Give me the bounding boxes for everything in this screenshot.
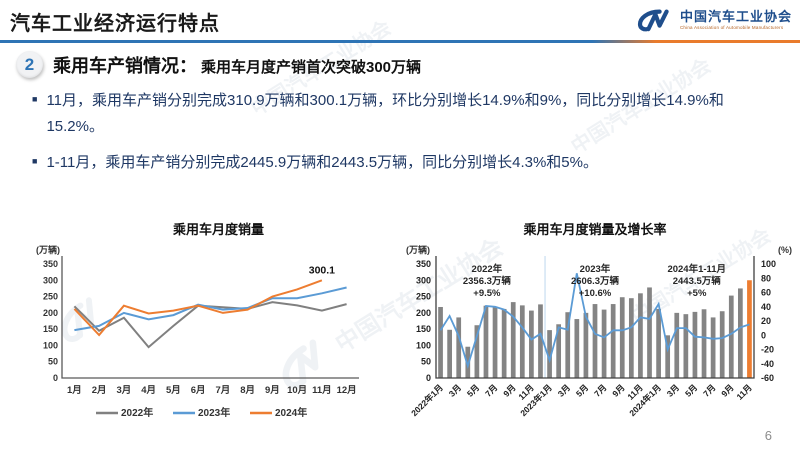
bullet-list: ■ 11月，乘用车产销分别完成310.9万辆和300.1万辆，环比分别增长14.… (32, 88, 770, 185)
bullet-text: 11月，乘用车产销分别完成310.9万辆和300.1万辆，环比分别增长14.9%… (46, 92, 724, 136)
svg-text:100: 100 (761, 259, 776, 269)
svg-text:50: 50 (421, 357, 431, 367)
svg-text:2022年: 2022年 (472, 263, 503, 275)
svg-text:5月: 5月 (683, 382, 699, 398)
caam-logo: 中国汽车工业协会 China Association of Automobile… (633, 6, 792, 34)
svg-text:2月: 2月 (92, 385, 107, 396)
logo-name-cn: 中国汽车工业协会 (679, 9, 792, 25)
sales-bars (438, 280, 752, 378)
svg-text:5月: 5月 (166, 385, 181, 396)
svg-text:9月: 9月 (501, 382, 517, 398)
bullet-item: ■ 11月，乘用车产销分别完成310.9万辆和300.1万辆，环比分别增长14.… (32, 88, 770, 141)
svg-text:60: 60 (761, 288, 771, 298)
svg-text:0: 0 (53, 373, 58, 383)
section-number-badge: 2 (16, 51, 43, 78)
page-title: 汽车工业经济运行特点 (10, 13, 220, 35)
bar-line-chart-svg: 乘用车月度销量及增长率(万辆) (%)050100150200250300350-… (406, 222, 792, 418)
growth-rate-line (439, 273, 750, 369)
svg-text:9月: 9月 (265, 385, 280, 396)
svg-text:8月: 8月 (240, 385, 255, 396)
svg-text:(%): (%) (778, 245, 792, 255)
bullet-text: 1-11月，乘用车产销分别完成2445.9万辆和2443.5万辆，同比分别增长4… (46, 153, 598, 171)
section-title: 乘用车产销情况： (53, 55, 197, 76)
svg-text:乘用车月度销量及增长率: 乘用车月度销量及增长率 (522, 222, 666, 237)
svg-text:(万辆): (万辆) (36, 244, 60, 255)
svg-text:350: 350 (43, 259, 58, 269)
svg-text:5月: 5月 (574, 382, 590, 398)
svg-text:7月: 7月 (701, 382, 717, 398)
svg-text:2443.5万辆: 2443.5万辆 (673, 275, 722, 287)
svg-text:150: 150 (43, 324, 58, 334)
svg-text:0: 0 (761, 330, 766, 340)
svg-text:1月: 1月 (67, 385, 82, 396)
svg-text:-60: -60 (761, 373, 774, 383)
svg-text:0: 0 (426, 373, 431, 383)
caam-logo-text: 中国汽车工业协会 China Association of Automobile… (679, 9, 792, 30)
svg-text:-40: -40 (761, 359, 774, 369)
series-2024年 (73, 279, 323, 337)
svg-text:乘用车月度销量: 乘用车月度销量 (172, 222, 264, 237)
svg-text:7月: 7月 (483, 382, 499, 398)
svg-text:2606.3万辆: 2606.3万辆 (571, 275, 620, 287)
section-subtitle: 乘用车月度产销首次突破300万辆 (201, 58, 422, 76)
bullet-item: ■ 1-11月，乘用车产销分别完成2445.9万辆和2443.5万辆，同比分别增… (32, 150, 770, 176)
svg-text:20: 20 (761, 316, 771, 326)
svg-text:2022年1月: 2022年1月 (409, 382, 445, 418)
svg-text:3月: 3月 (556, 382, 572, 398)
svg-text:-20: -20 (761, 345, 774, 355)
chart-sales-and-growth: 乘用车月度销量及增长率 (万辆) (%) 0 50 100 150 200 250 300 350-… (402, 220, 794, 432)
svg-text:2023年: 2023年 (580, 263, 611, 275)
series-2023年 (74, 286, 347, 332)
svg-text:7月: 7月 (592, 382, 608, 398)
svg-text:80: 80 (761, 273, 771, 283)
bullet-marker-icon: ■ (32, 155, 38, 166)
chart-monthly-sales: 乘用车月度销量 (万辆) 0 50 100 150 200 250 300 350 1月 2月 3月 4月… (32, 220, 367, 425)
svg-text:2024年: 2024年 (275, 406, 307, 419)
svg-text:2023年: 2023年 (198, 406, 230, 419)
svg-text:+5%: +5% (687, 288, 707, 299)
svg-text:2024年1-11月: 2024年1-11月 (667, 263, 726, 275)
svg-text:50: 50 (48, 357, 58, 367)
svg-text:9月: 9月 (719, 382, 735, 398)
svg-text:300: 300 (43, 275, 58, 285)
bullet-marker-icon: ■ (32, 94, 38, 104)
caam-logo-icon (637, 9, 669, 32)
svg-text:+9.5%: +9.5% (473, 288, 501, 299)
page-number: 6 (764, 428, 772, 443)
section-header: 2 乘用车产销情况： 乘用车月度产销首次突破300万辆 (16, 51, 421, 78)
svg-text:7月: 7月 (215, 385, 230, 396)
svg-text:40: 40 (761, 302, 771, 312)
svg-text:+10.6%: +10.6% (579, 288, 612, 299)
svg-text:6月: 6月 (191, 385, 206, 396)
svg-text:2022年: 2022年 (121, 406, 153, 419)
svg-text:150: 150 (416, 324, 431, 334)
svg-text:250: 250 (43, 292, 58, 302)
header-divider (0, 40, 800, 43)
svg-text:4月: 4月 (141, 385, 156, 396)
svg-text:2356.3万辆: 2356.3万辆 (463, 275, 512, 287)
svg-text:5月: 5月 (465, 382, 481, 398)
svg-text:250: 250 (416, 292, 431, 302)
svg-text:100: 100 (416, 340, 431, 350)
svg-text:350: 350 (416, 259, 431, 269)
svg-text:10月: 10月 (287, 385, 307, 396)
line-chart-svg: 乘用车月度销量 (万辆) 0 50 100 150 200 250 300 350 1月 2月 3月 4月… (36, 222, 359, 419)
svg-text:3月: 3月 (447, 382, 463, 398)
svg-text:11月: 11月 (312, 385, 332, 396)
svg-text:12月: 12月 (337, 385, 357, 396)
svg-text:100: 100 (43, 340, 58, 350)
svg-text:200: 200 (43, 308, 58, 318)
svg-text:200: 200 (416, 308, 431, 318)
logo-name-en: China Association of Automobile Manufact… (679, 24, 784, 30)
svg-text:3月: 3月 (665, 382, 681, 398)
svg-text:(万辆): (万辆) (406, 244, 430, 255)
svg-text:300.1: 300.1 (309, 264, 335, 276)
svg-text:3月: 3月 (116, 385, 131, 396)
svg-text:9月: 9月 (610, 382, 626, 398)
svg-text:300: 300 (416, 275, 431, 285)
svg-text:11月: 11月 (734, 382, 753, 401)
